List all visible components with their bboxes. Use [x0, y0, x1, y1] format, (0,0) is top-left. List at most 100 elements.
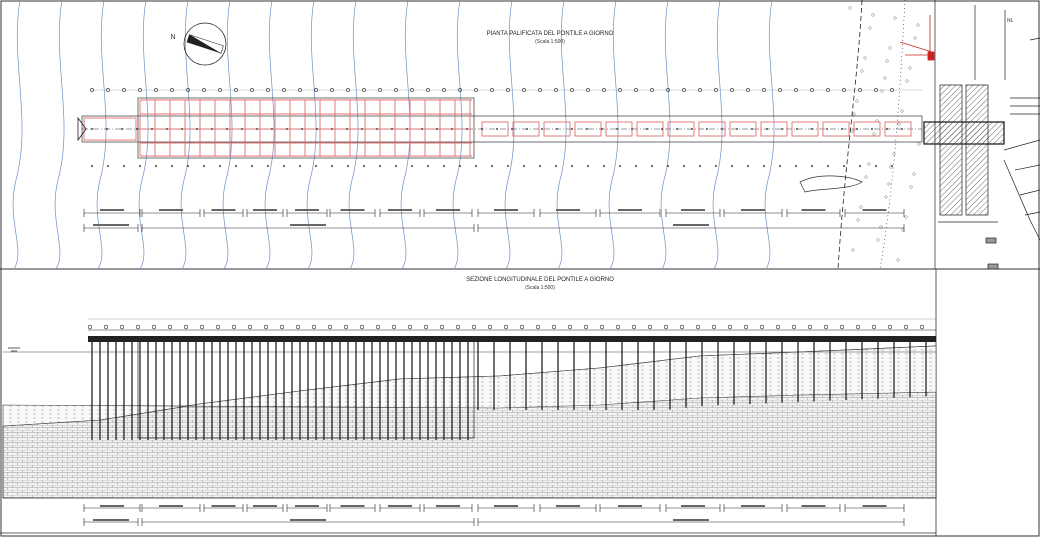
axis-marker: [586, 88, 590, 92]
dimension-text: [556, 209, 580, 211]
pile-marker: [796, 128, 798, 130]
sand-dot: [852, 112, 856, 116]
axis-marker: [379, 165, 381, 167]
sea-level-symbol: [8, 347, 20, 352]
axis-marker: [251, 165, 253, 167]
contour-line: [54, 0, 65, 270]
axis-marker: [250, 88, 254, 92]
sand-dot: [916, 23, 920, 27]
sand-dot: [867, 162, 871, 166]
axis-marker: [247, 324, 253, 330]
axis-marker: [375, 324, 381, 330]
section-scale: (Scala 1:500): [525, 285, 555, 291]
axis-marker: [346, 88, 350, 92]
pile-marker: [196, 128, 198, 130]
axis-marker: [891, 165, 893, 167]
pile-marker: [511, 128, 513, 130]
contour-line: [556, 0, 567, 270]
axis-marker: [443, 165, 445, 167]
contour-line: [712, 0, 723, 270]
dimension-text: [673, 519, 709, 521]
axis-marker: [459, 165, 461, 167]
axis-marker: [699, 165, 701, 167]
contour-line: [348, 0, 359, 270]
pile-marker: [421, 128, 423, 130]
sand-dot: [909, 185, 913, 189]
axis-marker: [475, 165, 477, 167]
axis-marker: [843, 165, 845, 167]
root-structures: [934, 0, 1040, 270]
pile-marker: [406, 128, 408, 130]
axis-marker: [407, 324, 413, 330]
pile-marker: [601, 128, 603, 130]
axis-marker: [167, 324, 173, 330]
site-label: NL: [1007, 18, 1014, 24]
axis-marker: [519, 324, 525, 330]
axis-marker: [538, 88, 542, 92]
sand-dot: [880, 89, 884, 93]
axis-marker: [234, 88, 238, 92]
pile-marker: [646, 128, 648, 130]
dimension-text: [253, 505, 277, 507]
pier-head-marker: [77, 116, 87, 142]
pile-marker: [256, 128, 258, 130]
axis-marker: [871, 324, 877, 330]
axis-marker: [727, 324, 733, 330]
axis-marker: [378, 88, 382, 92]
axis-marker: [215, 324, 221, 330]
axis-marker: [794, 88, 798, 92]
grid-bay: [822, 121, 850, 137]
pile-markers-plan: [91, 128, 903, 130]
pile-marker: [541, 128, 543, 130]
dimension-text: [862, 209, 887, 211]
axis-marker: [170, 88, 174, 92]
pile-marker: [241, 128, 243, 130]
contour-line: [180, 0, 191, 270]
axis-marker: [807, 324, 813, 330]
grid-bay: [853, 121, 881, 137]
axis-marker: [203, 165, 205, 167]
axis-marker: [186, 88, 190, 92]
pile-marker: [466, 128, 468, 130]
axis-marker: [603, 165, 605, 167]
pile-marker: [676, 128, 678, 130]
contour-line: [660, 0, 671, 270]
sand-dot: [893, 16, 897, 20]
axis-marker: [554, 88, 558, 92]
sand-dot: [904, 215, 908, 219]
sand-dot: [887, 182, 891, 186]
shoreline: [837, 0, 863, 270]
pile-marker: [826, 128, 828, 130]
axis-marker: [779, 165, 781, 167]
axis-marker: [359, 324, 365, 330]
contour-line: [264, 0, 275, 270]
pile-marker: [166, 128, 168, 130]
pile-marker: [481, 128, 483, 130]
axis-marker: [91, 165, 93, 167]
grid-bay: [760, 121, 788, 137]
dimension-text: [801, 505, 826, 507]
pile-marker: [841, 128, 843, 130]
axis-marker: [474, 88, 478, 92]
axis-marker: [730, 88, 734, 92]
axis-marker: [283, 165, 285, 167]
pile-marker: [121, 128, 123, 130]
pile-marker: [376, 128, 378, 130]
axis-marker: [763, 165, 765, 167]
sand-dot: [864, 175, 868, 179]
grid-bay: [574, 121, 602, 137]
dimension-chain-plan: [83, 209, 905, 232]
sand-dot: [850, 129, 854, 133]
sand-dot: [912, 172, 916, 176]
axis-marker: [651, 165, 653, 167]
axis-marker: [347, 165, 349, 167]
axis-marker: [218, 88, 222, 92]
axis-marker: [571, 165, 573, 167]
dimension-chain-section: [83, 504, 905, 526]
axis-marker: [583, 324, 589, 330]
contour-line: [764, 0, 775, 270]
grid-bay: [884, 121, 912, 137]
axis-marker: [698, 88, 702, 92]
pile-marker: [301, 128, 303, 130]
